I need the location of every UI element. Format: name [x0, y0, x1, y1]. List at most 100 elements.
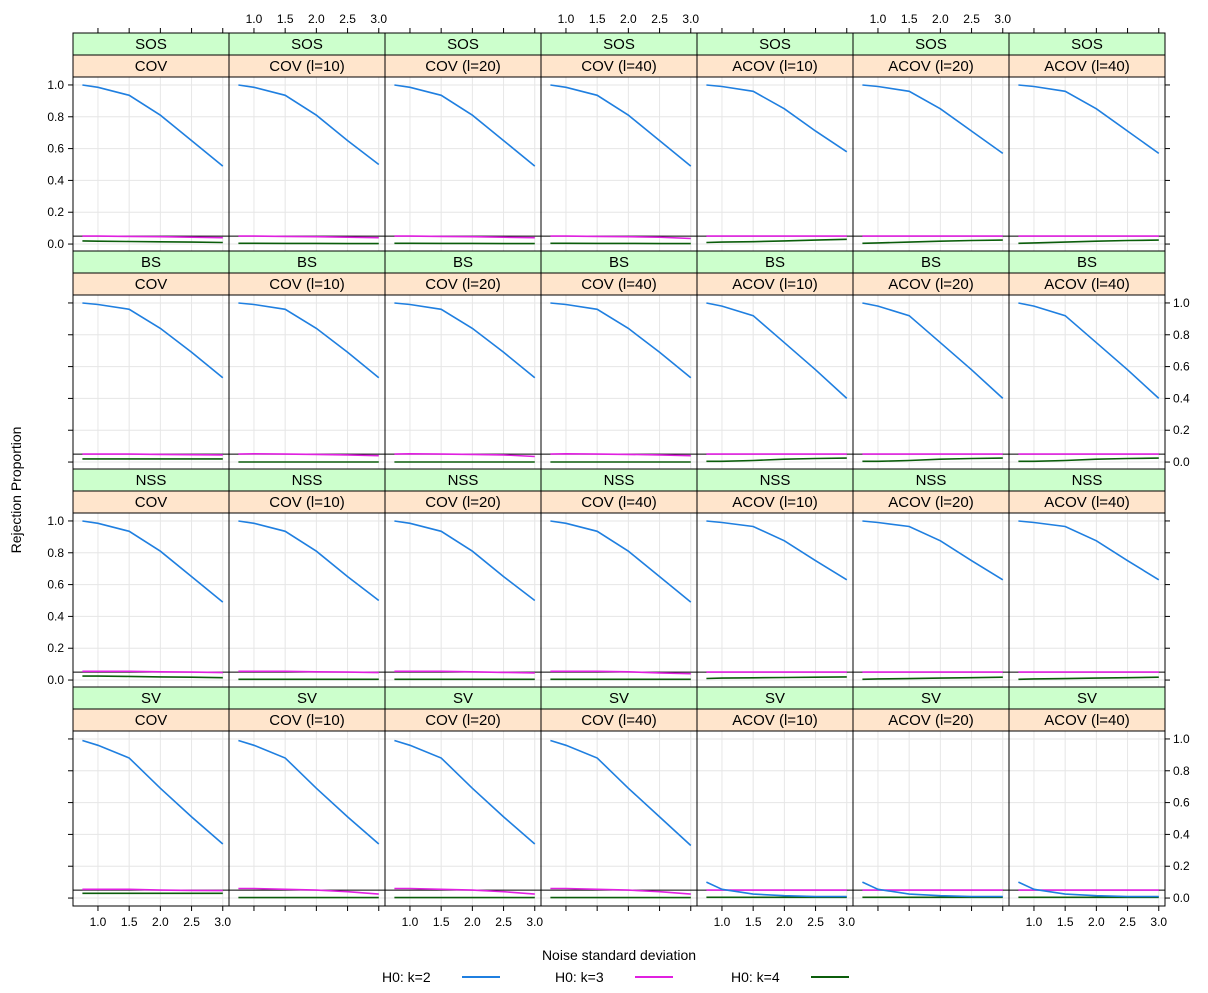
x-tick-label: 3.0	[994, 12, 1011, 26]
x-tick-label: 3.0	[526, 915, 543, 929]
x-tick-label: 2.5	[963, 12, 980, 26]
y-tick-label: 0.8	[47, 110, 64, 124]
panel-bs-1: BS COV	[73, 251, 229, 470]
panel-background	[541, 295, 697, 470]
strip-label-method: BS	[141, 254, 161, 271]
panel-background	[229, 77, 385, 252]
y-tick-label: 0.0	[1173, 891, 1190, 905]
y-tick-label: 0.4	[47, 173, 64, 187]
panel-background	[541, 731, 697, 906]
y-tick-label: 1.0	[1173, 296, 1190, 310]
strip-label-method: SV	[765, 690, 785, 707]
strip-label-estimator: COV (l=40)	[581, 494, 656, 511]
x-tick-label: 2.0	[152, 915, 169, 929]
y-tick-label: 0.4	[47, 609, 64, 623]
y-axis-label: Rejection Proportion	[8, 427, 24, 554]
strip-label-method: NSS	[292, 472, 323, 489]
strip-label-method: BS	[1077, 254, 1097, 271]
y-tick-label: 1.0	[47, 514, 64, 528]
y-tick-label: 0.4	[1173, 391, 1190, 405]
strip-label-estimator: COV (l=10)	[269, 712, 344, 729]
strip-label-method: BS	[453, 254, 473, 271]
y-tick-label: 0.8	[47, 546, 64, 560]
x-tick-label: 1.0	[558, 12, 575, 26]
y-tick-label: 0.6	[47, 578, 64, 592]
panel-background	[73, 513, 229, 688]
x-tick-label: 1.0	[1026, 915, 1043, 929]
legend: H0: k=2 H0: k=3 H0: k=4	[382, 969, 849, 985]
x-tick-label: 2.0	[1088, 915, 1105, 929]
panel-bs-7: BS ACOV (l=40)	[1009, 251, 1165, 470]
x-tick-label: 1.5	[1057, 915, 1074, 929]
panel-bs-6: BS ACOV (l=20)	[853, 251, 1009, 470]
strip-label-estimator: COV (l=20)	[425, 58, 500, 75]
strip-label-estimator: COV (l=40)	[581, 276, 656, 293]
strip-label-estimator: COV (l=20)	[425, 494, 500, 511]
y-tick-label: 0.6	[1173, 796, 1190, 810]
x-tick-label: 3.0	[838, 915, 855, 929]
panel-background	[385, 731, 541, 906]
panel-background	[1009, 513, 1165, 688]
legend-label: H0: k=2	[382, 969, 431, 985]
strip-label-estimator: ACOV (l=40)	[1044, 712, 1129, 729]
strip-label-estimator: COV	[135, 276, 168, 293]
y-tick-label: 0.2	[47, 641, 64, 655]
y-tick-label: 0.6	[47, 142, 64, 156]
x-tick-label: 2.5	[1119, 915, 1136, 929]
y-tick-label: 0.2	[47, 205, 64, 219]
x-tick-label: 2.5	[495, 915, 512, 929]
x-tick-label: 1.5	[589, 12, 606, 26]
legend-item: H0: k=4	[731, 969, 849, 985]
strip-label-estimator: ACOV (l=20)	[888, 494, 973, 511]
strip-label-estimator: COV	[135, 58, 168, 75]
x-tick-label: 2.5	[651, 12, 668, 26]
panel-background	[853, 731, 1009, 906]
y-tick-label: 0.8	[1173, 328, 1190, 342]
strip-label-estimator: COV	[135, 712, 168, 729]
strip-label-method: BS	[921, 254, 941, 271]
strip-label-estimator: COV	[135, 494, 168, 511]
strip-label-method: SV	[453, 690, 473, 707]
panel-bs-3: BS COV (l=20)	[385, 251, 541, 470]
y-tick-label: 0.2	[1173, 423, 1190, 437]
legend-label: H0: k=3	[555, 969, 604, 985]
panel-background	[73, 295, 229, 470]
strip-label-estimator: ACOV (l=40)	[1044, 494, 1129, 511]
strip-label-estimator: COV (l=20)	[425, 276, 500, 293]
panel-background	[73, 77, 229, 252]
panel-background	[541, 77, 697, 252]
x-tick-label: 3.0	[214, 915, 231, 929]
x-tick-label: 1.0	[90, 915, 107, 929]
strip-label-method: SOS	[447, 36, 479, 53]
strip-label-estimator: ACOV (l=40)	[1044, 276, 1129, 293]
x-tick-label: 1.0	[870, 12, 887, 26]
strip-label-estimator: ACOV (l=20)	[888, 276, 973, 293]
x-tick-label: 3.0	[682, 12, 699, 26]
legend-label: H0: k=4	[731, 969, 780, 985]
x-tick-label: 2.5	[183, 915, 200, 929]
strip-label-estimator: COV (l=40)	[581, 58, 656, 75]
strip-label-estimator: COV (l=10)	[269, 58, 344, 75]
strip-label-method: SOS	[915, 36, 947, 53]
strip-label-method: BS	[765, 254, 785, 271]
panel-background	[385, 77, 541, 252]
panel-background	[1009, 731, 1165, 906]
strip-label-estimator: ACOV (l=40)	[1044, 58, 1129, 75]
panel-background	[697, 513, 853, 688]
